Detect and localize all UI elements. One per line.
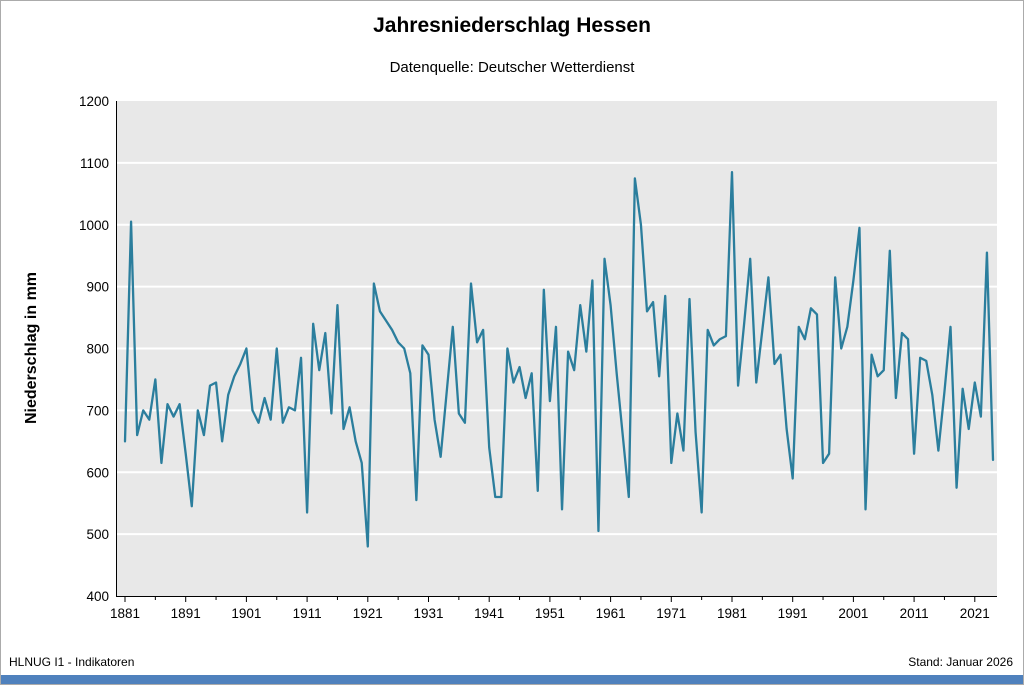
y-tick-label-1100: 1100 <box>80 156 109 171</box>
y-tick-label-800: 800 <box>86 342 109 357</box>
precipitation-line-chart: 400 500 600 700 800 900 1000 1100 1200 1881 1891 19… <box>79 94 997 621</box>
y-tick-label-1000: 1000 <box>79 218 109 233</box>
x-tick-label-1991: 1991 <box>778 606 808 621</box>
y-tick-label-900: 900 <box>86 280 109 295</box>
x-tick-label-1981: 1981 <box>717 606 747 621</box>
x-tick-label-1931: 1931 <box>413 606 443 621</box>
x-tick-label-1911: 1911 <box>293 606 322 621</box>
x-tick-label-2001: 2001 <box>838 606 868 621</box>
y-tick-label-700: 700 <box>86 403 109 418</box>
chart-title: Jahresniederschlag Hessen <box>373 14 651 37</box>
x-tick-label-1951: 1951 <box>535 606 565 621</box>
x-tick-label-1921: 1921 <box>353 606 383 621</box>
x-tick-label-1901: 1901 <box>231 606 261 621</box>
y-tick-label-500: 500 <box>86 527 109 542</box>
x-tick-label-1881: 1881 <box>110 606 140 621</box>
footer-date-label: Stand: Januar 2026 <box>908 655 1013 669</box>
footer-source-label: HLNUG I1 - Indikatoren <box>9 655 135 669</box>
y-tick-label-600: 600 <box>86 465 109 480</box>
x-tick-label-1971: 1971 <box>656 606 686 621</box>
chart-subtitle: Datenquelle: Deutscher Wetterdienst <box>389 59 635 76</box>
x-tick-label-1941: 1941 <box>474 606 504 621</box>
x-tick-label-2011: 2011 <box>900 606 929 621</box>
y-tick-label-1200: 1200 <box>79 94 109 109</box>
x-tick-label-2021: 2021 <box>960 606 990 621</box>
x-tick-label-1961: 1961 <box>596 606 626 621</box>
footer-accent-bar <box>1 675 1023 684</box>
precipitation-series-line <box>123 171 995 548</box>
x-tick-label-1891: 1891 <box>171 606 201 621</box>
y-tick-label-400: 400 <box>86 589 109 604</box>
